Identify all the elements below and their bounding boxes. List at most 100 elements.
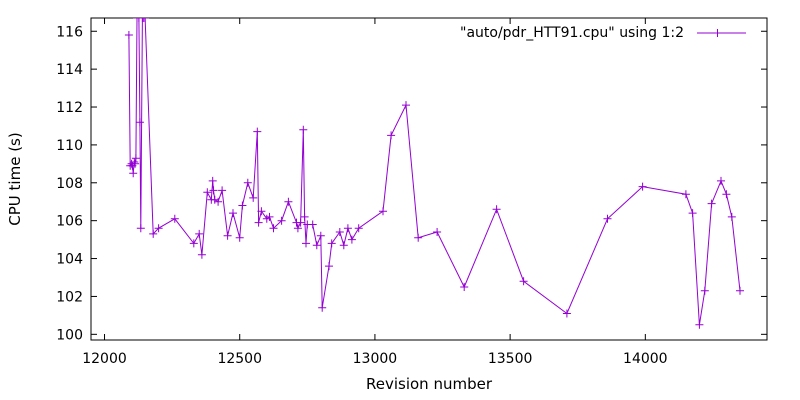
y-axis-label: CPU time (s) <box>6 132 24 225</box>
data-point <box>335 228 344 236</box>
data-point <box>253 127 262 136</box>
x-tick-label: 13000 <box>353 351 398 367</box>
y-tick-label: 116 <box>56 24 83 40</box>
series-layer <box>124 18 744 329</box>
y-tick-label: 104 <box>56 252 83 268</box>
data-point <box>722 190 731 199</box>
y-tick-label: 108 <box>56 176 83 192</box>
legend-marker <box>713 29 722 37</box>
data-point <box>210 195 219 204</box>
data-point <box>235 233 244 242</box>
data-point <box>727 212 736 221</box>
data-point <box>339 241 348 250</box>
data-point <box>379 207 387 216</box>
y-tick-label: 110 <box>56 138 83 154</box>
data-point <box>203 188 212 197</box>
x-tick-label: 12500 <box>217 351 262 367</box>
x-tick-label: 13500 <box>488 351 533 367</box>
data-point <box>681 190 690 199</box>
data-point <box>124 31 133 39</box>
y-tick-label: 114 <box>56 62 83 78</box>
data-point <box>316 231 325 240</box>
data-point <box>302 239 310 248</box>
data-point <box>138 18 147 22</box>
data-point <box>265 212 274 221</box>
data-point <box>347 235 356 244</box>
data-point <box>736 286 744 295</box>
data-point <box>433 228 442 236</box>
data-point <box>170 214 179 223</box>
data-point <box>238 201 247 210</box>
data-point <box>299 125 308 134</box>
data-point <box>402 101 410 110</box>
data-point <box>133 18 141 22</box>
x-axis-label: Revision number <box>366 375 493 393</box>
series-line <box>128 18 741 325</box>
data-point <box>131 154 140 163</box>
data-point <box>695 320 704 329</box>
data-point <box>638 182 647 191</box>
data-point <box>492 205 501 214</box>
legend-plus-marker <box>713 29 722 37</box>
data-point <box>414 233 423 242</box>
x-tick-label: 12000 <box>82 351 127 367</box>
legend-label: "auto/pdr_HTT91.cpu" using 1:2 <box>460 25 684 41</box>
y-tick-label: 106 <box>56 214 83 230</box>
x-tick-label: 14000 <box>623 351 668 367</box>
data-point <box>308 220 317 229</box>
data-point <box>312 241 321 250</box>
data-point <box>387 131 396 140</box>
data-point <box>154 224 163 233</box>
data-point <box>131 159 140 168</box>
data-point <box>296 218 305 227</box>
data-point <box>562 309 571 318</box>
data-point <box>209 186 218 195</box>
data-point <box>197 250 206 259</box>
data-point <box>519 277 528 286</box>
data-point <box>189 239 198 248</box>
data-point <box>254 218 263 227</box>
data-point <box>257 207 266 216</box>
x-axis-ticks: 12000 12500 13000 13500 14000 <box>82 18 668 367</box>
data-point <box>688 209 697 218</box>
data-point <box>249 193 258 202</box>
data-point <box>700 286 709 295</box>
data-point <box>130 158 139 166</box>
y-tick-label: 100 <box>56 327 83 343</box>
y-tick-label: 112 <box>56 100 83 116</box>
data-point <box>460 283 469 291</box>
data-point <box>325 262 333 271</box>
data-point <box>136 224 145 233</box>
data-point <box>195 229 204 238</box>
plot-frame <box>90 17 768 341</box>
data-point <box>277 216 286 225</box>
data-point <box>603 214 612 223</box>
data-point <box>134 18 143 22</box>
data-point <box>229 209 237 218</box>
data-point <box>269 224 278 233</box>
data-point <box>243 178 252 187</box>
data-point <box>717 176 725 185</box>
data-point <box>208 176 217 185</box>
data-point <box>300 212 309 221</box>
legend: "auto/pdr_HTT91.cpu" using 1:2 <box>460 25 746 41</box>
data-point <box>707 199 716 208</box>
data-point <box>293 224 302 233</box>
y-tick-label: 102 <box>56 289 83 305</box>
data-point <box>354 224 363 233</box>
data-point <box>223 231 232 240</box>
series-group <box>124 18 744 329</box>
y-axis-ticks: 100 102 104 106 108 110 112 114 116 <box>56 24 767 343</box>
data-point <box>214 197 223 206</box>
data-point <box>284 197 293 206</box>
data-point <box>129 169 138 178</box>
data-point <box>149 229 158 238</box>
data-point <box>141 18 150 22</box>
data-point <box>327 239 336 248</box>
data-point <box>218 186 227 195</box>
data-point <box>343 224 352 233</box>
data-point <box>318 303 327 312</box>
data-point <box>139 18 148 22</box>
data-point <box>135 118 144 127</box>
